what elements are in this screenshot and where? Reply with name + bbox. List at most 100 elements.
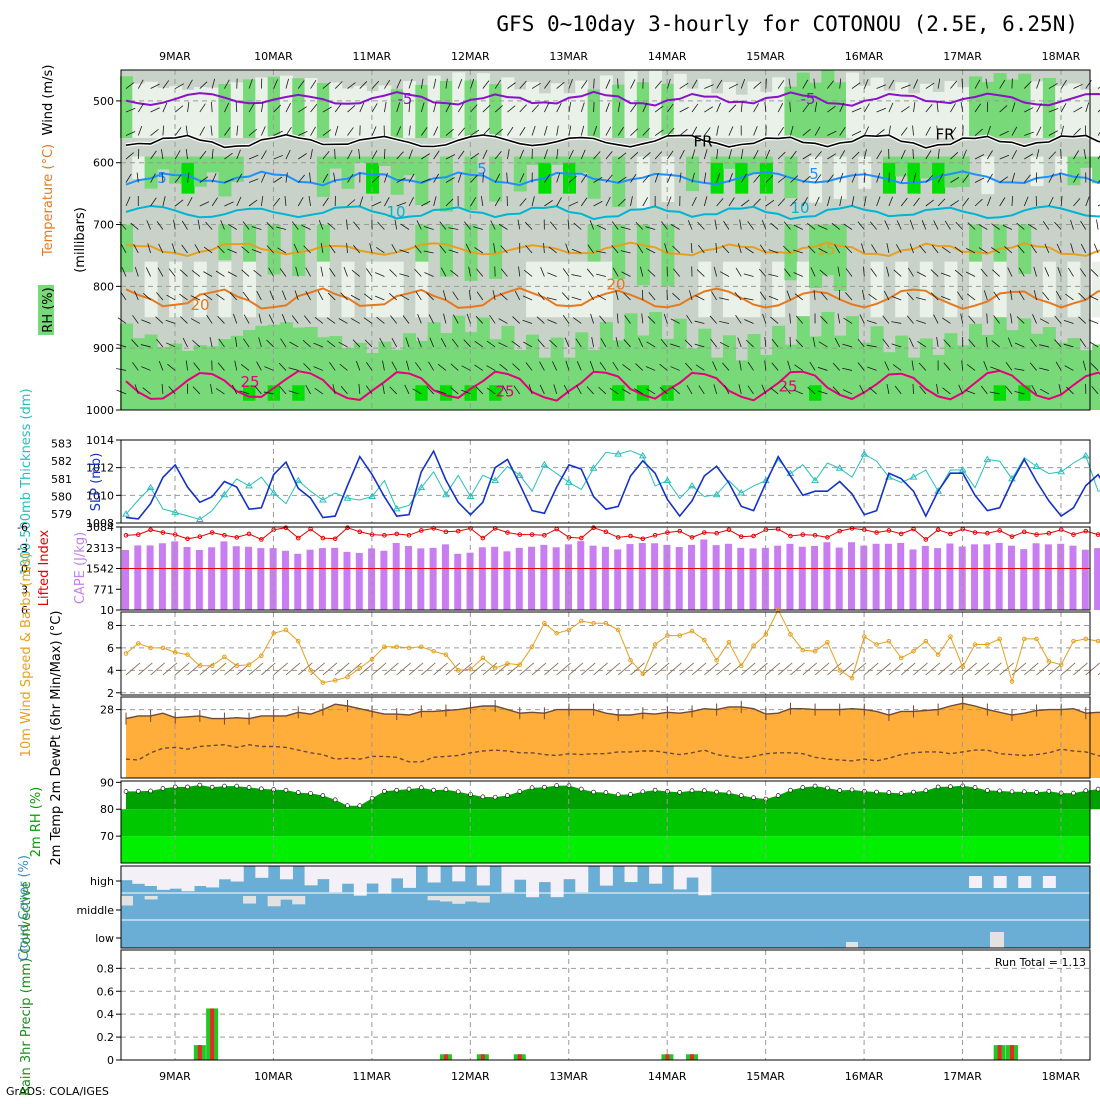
cape-bar (737, 548, 744, 610)
rh-cell (1018, 225, 1031, 274)
cloud-high-cell (341, 866, 354, 884)
cape-bar (700, 539, 707, 610)
wind-tick-label: 4 (107, 664, 114, 677)
rh-legend-label: RH (%) (41, 287, 56, 332)
rh-cell (871, 326, 884, 410)
rh2m-marker (481, 795, 485, 799)
rh2m-marker (850, 788, 854, 792)
date-label-top: 12MAR (451, 50, 490, 63)
cloud-middle-cell (280, 896, 293, 900)
cloud-low-cell (846, 942, 858, 948)
cloud-low-cell (990, 932, 1004, 948)
precip-ylabel-part: Total / Rain 3hr Precip (mm) Convective (19, 881, 34, 1100)
precip-convective-bar (1010, 1045, 1014, 1060)
rh2m-marker (432, 788, 436, 792)
rh-cell (354, 157, 367, 164)
cape-bar (627, 544, 634, 610)
cape-bar (380, 551, 387, 610)
rh2m-marker (136, 789, 140, 793)
date-label-bottom: 11MAR (353, 1070, 392, 1083)
cloud-high-cell (120, 866, 133, 880)
rh-cell (1092, 157, 1100, 184)
rh-cell (686, 348, 699, 410)
cape-bar (356, 553, 363, 610)
wind10m-ylabel: 10m Wind Speed & Barbs (m/s) (19, 553, 34, 758)
date-label-bottom: 16MAR (845, 1070, 884, 1083)
cape-bar (885, 544, 892, 610)
rh-cell (206, 157, 219, 173)
rh-cell (871, 262, 884, 318)
cape-bar (922, 546, 929, 610)
rh-cell (452, 316, 465, 410)
rh-cell (145, 262, 158, 318)
rh-cell (1080, 90, 1093, 138)
slp-tick-label: 1014 (86, 434, 114, 447)
rh-cell (465, 81, 478, 138)
cape-bar (811, 546, 818, 610)
rh-cell (895, 157, 908, 177)
cloud-high-cell (305, 866, 318, 885)
rh-cell (674, 74, 687, 138)
rh2m-marker (801, 785, 805, 789)
rh2m-marker (542, 785, 546, 789)
rh-cell (329, 83, 342, 138)
thickness-tick-label: 582 (51, 455, 72, 468)
cape-bar (1082, 550, 1089, 610)
pressure-tick-label: 1000 (86, 404, 114, 417)
rh2m-marker (382, 789, 386, 793)
rh-cell (698, 329, 711, 410)
precip-tick-label: 0.4 (97, 1008, 115, 1021)
precip-convective-bar (690, 1054, 694, 1060)
rh2m-marker (395, 788, 399, 792)
rh-cell (403, 157, 416, 176)
date-label-top: 9MAR (159, 50, 191, 63)
cape-bar (257, 548, 264, 610)
rh2m-marker (321, 794, 325, 798)
rh-cell (723, 262, 736, 318)
cloud-high-cell (452, 866, 465, 881)
rh-cell (661, 225, 674, 286)
rh-cell (661, 157, 674, 202)
rh-cell (994, 73, 1007, 138)
rh-cell (341, 262, 354, 318)
upper-ylabel-mb: (millibars) (73, 207, 88, 273)
cape-bar (688, 545, 695, 610)
temperature-legend-label-part: Temperature (°C) (41, 144, 56, 257)
cape-tick-label: 3084 (86, 521, 114, 534)
cloud-high-cell (563, 866, 576, 879)
rh-cell (120, 225, 133, 273)
rh-cell (563, 358, 576, 410)
date-label-top: 13MAR (549, 50, 588, 63)
cloud-high-cell (994, 876, 1007, 888)
contour-label: 5 (809, 165, 819, 183)
cape-bar (343, 552, 350, 610)
rh2m-marker (1047, 789, 1051, 793)
wind10m-ylabel-part: 10m Wind Speed & Barbs (m/s) (19, 553, 34, 758)
cloud-high-cell (182, 866, 195, 891)
cape-bar (319, 548, 326, 610)
cloud-high-cell (194, 866, 207, 886)
wind-barb (483, 173, 484, 183)
rh-cell (169, 344, 182, 410)
rh-cell (834, 336, 847, 410)
rh2m-marker (653, 788, 657, 792)
cloud-high-cell (157, 866, 170, 890)
precip-convective-bar (481, 1054, 485, 1060)
contour-label: 25 (778, 378, 797, 396)
rh-cell (120, 76, 133, 138)
cloud-high-cell (391, 866, 404, 878)
cape-bar (307, 550, 314, 610)
rh-cell (526, 157, 539, 165)
cape-bar (750, 548, 757, 610)
cape-tick-label: 10 (100, 604, 114, 617)
rh-cell (169, 157, 182, 184)
rh-cell (772, 262, 785, 318)
cape-bar (1094, 548, 1100, 610)
wind-barb (335, 149, 336, 159)
contour-label: -5 (398, 90, 413, 108)
cloud-high-cell (1018, 876, 1031, 888)
rh2m-marker (518, 789, 522, 793)
rh2m-marker (752, 796, 756, 800)
rh-cell (908, 358, 921, 410)
rh2m-marker (1035, 790, 1039, 794)
